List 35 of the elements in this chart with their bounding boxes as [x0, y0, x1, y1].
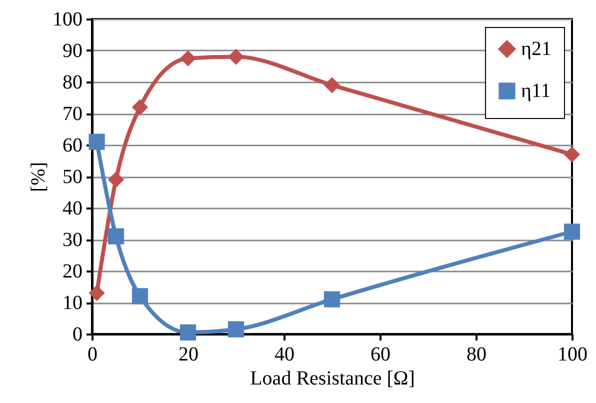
- y-tick-label: 60: [62, 134, 82, 156]
- y-tick-label: 40: [62, 198, 82, 220]
- x-tick-label: 60: [370, 344, 390, 366]
- x-tick-label: 20: [178, 344, 198, 366]
- x-tick-label: 80: [466, 344, 486, 366]
- x-tick-label: 0: [88, 344, 98, 366]
- y-tick-label: 100: [52, 8, 82, 30]
- point: [564, 146, 580, 163]
- y-tick-label: 70: [62, 103, 82, 125]
- y-axis-title: [%]: [28, 162, 50, 192]
- point: [88, 284, 105, 302]
- x-tick-label: 100: [558, 344, 588, 366]
- y-tick-label: 20: [62, 260, 82, 282]
- legend-label: η11: [521, 80, 551, 102]
- point: [180, 324, 196, 340]
- point: [324, 291, 340, 308]
- point: [228, 48, 244, 65]
- y-tick-label: 50: [62, 166, 82, 188]
- point: [324, 77, 340, 94]
- point: [132, 288, 148, 304]
- x-axis-title: Load Resistance [Ω]: [250, 368, 415, 390]
- y-tick-label: 0: [72, 324, 82, 346]
- point: [180, 50, 196, 66]
- point: [132, 99, 148, 116]
- y-tick-label: 90: [62, 40, 82, 62]
- y-tick-label: 10: [62, 292, 82, 314]
- point: [108, 172, 124, 188]
- legend-label: η21: [521, 38, 552, 60]
- point: [228, 321, 244, 338]
- point: [108, 228, 124, 244]
- y-tick-label: 30: [62, 229, 82, 251]
- point: [88, 134, 105, 150]
- y-tick-label: 80: [62, 72, 82, 94]
- point: [564, 224, 580, 240]
- x-tick-label: 40: [274, 344, 294, 366]
